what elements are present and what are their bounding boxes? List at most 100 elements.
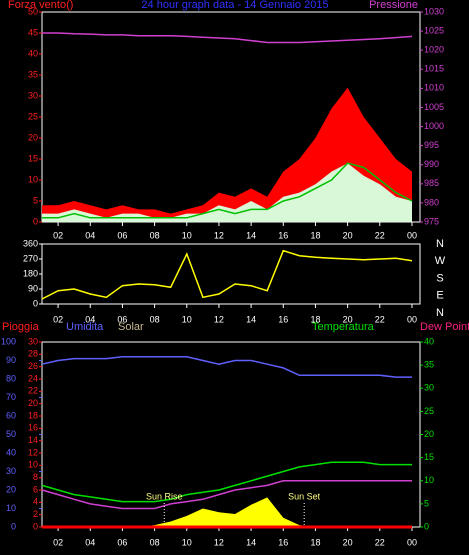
compass-label: W [435, 255, 446, 267]
y-tick-label: 40 [6, 447, 16, 457]
y2-tick-label: 975 [424, 216, 439, 226]
y-tick-label: 30 [28, 90, 38, 100]
x-tick-label: 02 [53, 314, 63, 324]
y-tick-label: 5 [33, 195, 38, 205]
x-tick-label: 18 [310, 537, 320, 547]
y2-tick-label: 25 [424, 406, 434, 416]
annotation: Sun Set [288, 491, 321, 501]
x-tick-label: 10 [182, 230, 192, 240]
axis-header: Dew Point (°C) [420, 321, 469, 333]
y-tick-label: 50 [6, 429, 16, 439]
y3-tick-label: 0 [33, 521, 38, 531]
y2-tick-label: 1005 [424, 102, 444, 112]
y-tick-label: 45 [28, 27, 38, 37]
x-tick-label: 02 [53, 537, 63, 547]
x-tick-label: 22 [375, 314, 385, 324]
x-tick-label: 00 [407, 537, 417, 547]
series-line [42, 162, 413, 219]
y2-tick-label: 35 [424, 360, 434, 370]
compass-label: N [436, 307, 444, 319]
y3-tick-label: 22 [28, 386, 38, 396]
y3-tick-label: 8 [33, 472, 38, 482]
x-tick-label: 12 [214, 230, 224, 240]
y2-tick-label: 1020 [424, 45, 444, 55]
x-tick-label: 12 [214, 537, 224, 547]
x-tick-label: 06 [117, 314, 127, 324]
y-tick-label: 35 [28, 69, 38, 79]
y-tick-label: 90 [28, 283, 38, 293]
y3-tick-label: 12 [28, 447, 38, 457]
y-tick-label: 70 [6, 392, 16, 402]
y3-tick-label: 18 [28, 410, 38, 420]
axis-header: Pressione [369, 0, 418, 11]
x-tick-label: 10 [182, 537, 192, 547]
y-tick-label: 360 [23, 238, 38, 248]
y-tick-label: 0 [33, 216, 38, 226]
y2-tick-label: 990 [424, 159, 439, 169]
x-tick-label: 16 [278, 537, 288, 547]
y-tick-label: 40 [28, 48, 38, 58]
x-tick-label: 18 [310, 314, 320, 324]
axis-header: Solar [118, 321, 144, 333]
x-tick-label: 02 [53, 230, 63, 240]
series-area [42, 497, 412, 527]
y-tick-label: 180 [23, 268, 38, 278]
series-area [42, 163, 412, 222]
x-tick-label: 18 [310, 230, 320, 240]
y2-tick-label: 15 [424, 452, 434, 462]
y3-tick-label: 28 [28, 349, 38, 359]
compass-label: E [436, 290, 443, 302]
y-tick-label: 90 [6, 355, 16, 365]
y3-tick-label: 24 [28, 373, 38, 383]
x-tick-label: 08 [150, 230, 160, 240]
chart-title: 24 hour graph data - 14 Gennaio 2015 [141, 0, 328, 11]
x-tick-label: 20 [343, 537, 353, 547]
y-tick-label: 20 [28, 132, 38, 142]
x-tick-label: 22 [375, 230, 385, 240]
x-tick-label: 04 [85, 537, 95, 547]
y-tick-label: 10 [6, 503, 16, 513]
x-tick-label: 20 [343, 314, 353, 324]
x-tick-label: 06 [117, 230, 127, 240]
x-tick-label: 04 [85, 230, 95, 240]
series-line [41, 461, 412, 503]
y2-tick-label: 1010 [424, 83, 444, 93]
y-tick-label: 10 [28, 174, 38, 184]
x-tick-label: 12 [214, 314, 224, 324]
x-tick-label: 14 [246, 537, 256, 547]
y3-tick-label: 26 [28, 361, 38, 371]
axis-header: Temperatura [312, 321, 375, 333]
y2-tick-label: 1015 [424, 64, 444, 74]
y-tick-label: 50 [28, 6, 38, 16]
y3-tick-label: 6 [33, 484, 38, 494]
x-tick-label: 10 [182, 314, 192, 324]
compass-label: S [436, 272, 443, 284]
y-tick-label: 80 [6, 373, 16, 383]
x-tick-label: 00 [407, 314, 417, 324]
y-tick-label: 20 [6, 484, 16, 494]
x-tick-label: 08 [150, 537, 160, 547]
y2-tick-label: 1025 [424, 25, 444, 35]
y2-tick-label: 20 [424, 429, 434, 439]
y2-tick-label: 1000 [424, 121, 444, 131]
x-tick-label: 22 [375, 537, 385, 547]
x-tick-label: 16 [278, 230, 288, 240]
series-line [42, 32, 413, 44]
x-tick-label: 00 [407, 230, 417, 240]
compass-label: N [436, 238, 444, 250]
y2-tick-label: 40 [424, 336, 434, 346]
y-tick-label: 25 [28, 111, 38, 121]
series-line [41, 249, 413, 300]
y3-tick-label: 10 [28, 460, 38, 470]
annotation: Sun Rise [146, 491, 183, 501]
y-tick-label: 0 [11, 521, 16, 531]
y-tick-label: 100 [1, 336, 16, 346]
y2-tick-label: 5 [424, 498, 429, 508]
y2-tick-label: 995 [424, 140, 439, 150]
y3-tick-label: 20 [28, 398, 38, 408]
y3-tick-label: 30 [28, 336, 38, 346]
axis-header: Pioggia [2, 321, 40, 333]
axis-header: Umidita [66, 321, 104, 333]
